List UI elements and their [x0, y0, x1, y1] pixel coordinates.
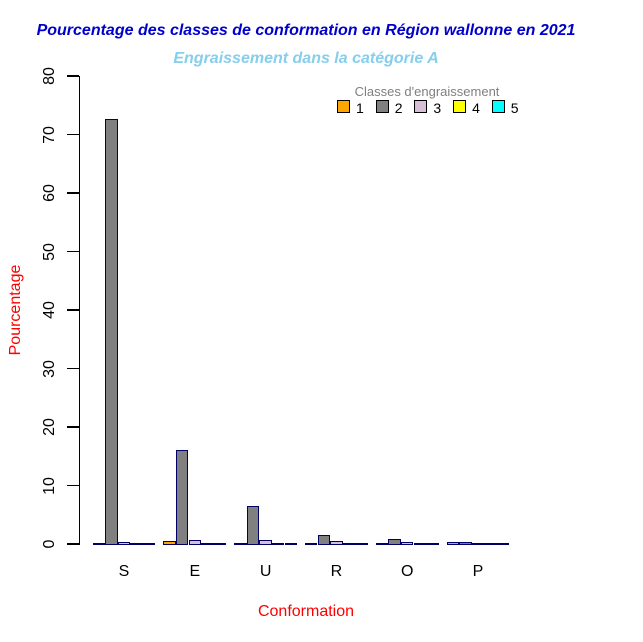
y-tick — [66, 484, 79, 487]
bar-S-class1 — [92, 542, 106, 545]
bar-S-class3 — [117, 541, 131, 545]
legend-swatch-4 — [453, 100, 467, 113]
bar-E-class1 — [163, 541, 176, 545]
bar-R-class2 — [317, 535, 331, 545]
y-tick — [66, 309, 79, 311]
x-tick-label: R — [330, 563, 343, 580]
bar-O-class5 — [426, 542, 439, 545]
x-tick-label: S — [118, 563, 130, 580]
bar-R-class3 — [330, 541, 343, 545]
bar-E-class3 — [188, 539, 202, 545]
y-tick-label: 60 — [41, 184, 58, 202]
y-tick-label: 30 — [41, 359, 58, 378]
y-tick-label: 0 — [41, 539, 58, 549]
bar-O-class4 — [413, 542, 427, 545]
bar-E-class2 — [175, 450, 189, 545]
x-axis-title: Conformation — [257, 603, 355, 620]
bar-U-class5 — [284, 542, 298, 545]
x-tick-label: P — [472, 563, 484, 580]
bar-S-class4 — [130, 542, 143, 545]
y-axis-line — [78, 76, 80, 545]
bar-O-class2 — [388, 539, 401, 545]
y-tick-label: 10 — [41, 476, 58, 495]
bar-P-class5 — [496, 542, 510, 545]
bar-U-class2 — [246, 506, 260, 545]
bar-O-class3 — [400, 542, 414, 545]
bar-R-class1 — [304, 542, 318, 545]
bar-U-class1 — [234, 542, 247, 545]
bar-P-class3 — [471, 542, 485, 545]
bar-E-class4 — [201, 542, 214, 545]
chart-subtitle: Engraissement dans la catégorie A — [173, 50, 439, 67]
bar-S-class2 — [105, 119, 118, 545]
bar-O-class1 — [375, 542, 389, 545]
bar-U-class3 — [259, 540, 272, 545]
legend-item-label: 5 — [510, 100, 519, 116]
chart-title: Pourcentage des classes de conformation … — [36, 22, 576, 39]
legend-item-label: 3 — [433, 100, 442, 116]
bar-P-class4 — [484, 542, 497, 545]
y-tick — [66, 426, 79, 428]
y-tick — [66, 133, 79, 136]
x-tick-label: U — [259, 563, 272, 580]
bar-R-class4 — [342, 542, 356, 545]
y-tick — [66, 75, 79, 77]
legend-swatch-5 — [491, 100, 505, 113]
legend-item-label: 2 — [394, 100, 403, 116]
x-tick-label: O — [400, 563, 414, 580]
y-tick-label: 20 — [41, 418, 58, 436]
x-tick-label: E — [189, 563, 201, 580]
y-tick — [66, 192, 79, 194]
y-tick-label: 50 — [41, 242, 58, 261]
y-tick-label: 40 — [41, 301, 58, 319]
legend-swatch-2 — [375, 100, 389, 113]
legend-swatch-1 — [337, 100, 350, 113]
legend-swatch-3 — [414, 100, 428, 113]
bar-P-class2 — [459, 541, 472, 545]
y-tick-label: 80 — [41, 67, 58, 85]
y-tick — [66, 367, 79, 370]
legend-item-label: 4 — [472, 100, 480, 116]
y-tick-label: 70 — [41, 125, 58, 144]
legend-item-label: 1 — [356, 100, 364, 116]
bar-P-class1 — [446, 542, 460, 545]
y-axis-title: Pourcentage — [7, 264, 24, 356]
bar-E-class5 — [213, 542, 227, 545]
bar-R-class5 — [355, 542, 368, 545]
bar-S-class5 — [142, 542, 156, 545]
bar-U-class4 — [271, 542, 285, 545]
legend-title: Classes d'engraissement — [354, 84, 500, 99]
y-tick — [66, 543, 79, 545]
y-tick — [66, 250, 79, 253]
